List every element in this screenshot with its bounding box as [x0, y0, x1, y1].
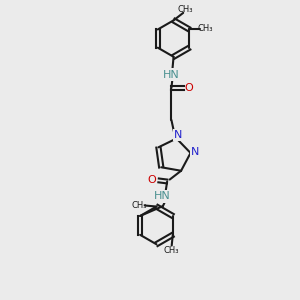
Text: CH₃: CH₃	[164, 246, 179, 255]
Text: CH₃: CH₃	[132, 201, 147, 210]
Text: N: N	[174, 130, 182, 140]
Text: HN: HN	[162, 70, 179, 80]
Text: HN: HN	[154, 191, 171, 202]
Text: O: O	[148, 176, 157, 185]
Text: O: O	[184, 83, 193, 93]
Text: N: N	[191, 147, 200, 157]
Text: CH₃: CH₃	[198, 24, 213, 33]
Text: CH₃: CH₃	[178, 5, 193, 14]
